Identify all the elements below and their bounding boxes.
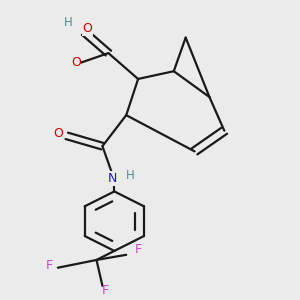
Text: F: F	[134, 243, 142, 256]
Text: O: O	[53, 127, 63, 140]
Text: H: H	[126, 169, 135, 182]
Text: N: N	[108, 172, 118, 185]
Text: F: F	[45, 259, 52, 272]
Text: F: F	[102, 284, 109, 298]
Text: O: O	[82, 22, 92, 35]
Text: H: H	[64, 16, 73, 28]
Text: O: O	[71, 56, 81, 69]
